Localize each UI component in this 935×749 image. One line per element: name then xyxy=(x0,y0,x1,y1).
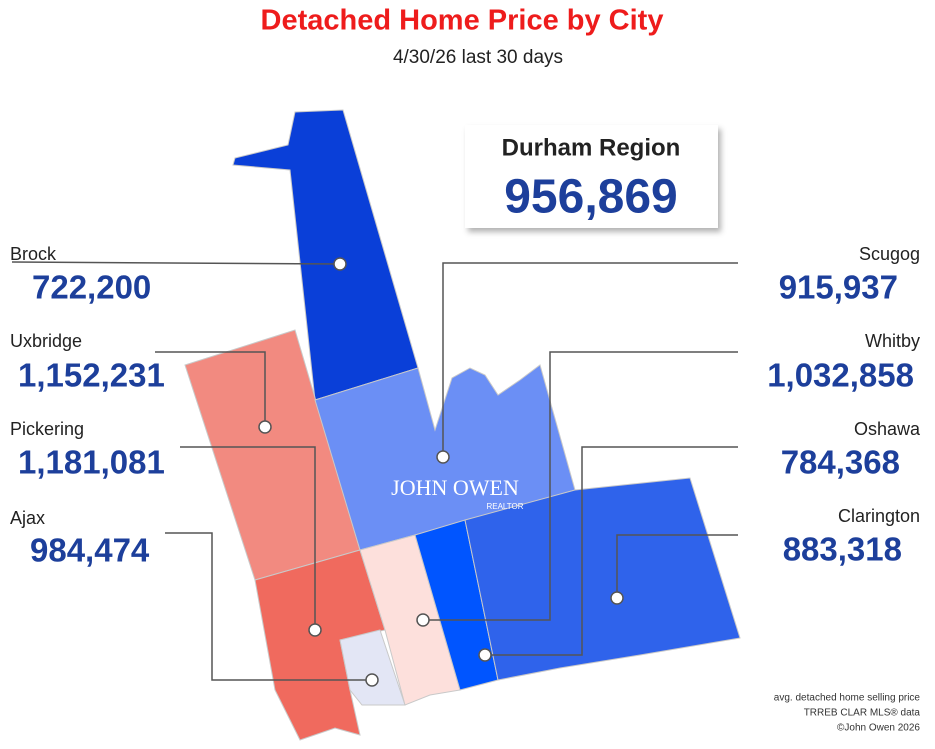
city-price: 1,152,231 xyxy=(18,357,165,394)
city-price: 784,368 xyxy=(781,444,900,481)
ajax-region xyxy=(339,629,406,706)
logo-tag: REALTOR xyxy=(486,502,523,511)
footnote-line: ©John Owen 2026 xyxy=(837,723,920,734)
clarington-region xyxy=(464,477,741,681)
city-name: Clarington xyxy=(838,506,920,526)
title: Detached Home Price by City xyxy=(261,5,664,37)
city-dot xyxy=(333,257,347,271)
footnote-line: avg. detached home selling price xyxy=(774,693,921,704)
leader-line xyxy=(155,351,266,427)
summary-panel xyxy=(465,125,718,228)
footnote: avg. detached home selling price TRREB C… xyxy=(774,693,921,734)
city-dot xyxy=(610,591,624,605)
leader-line xyxy=(180,446,316,630)
city-name: Whitby xyxy=(865,331,920,351)
leader-line xyxy=(423,351,738,621)
brock-region xyxy=(232,109,419,401)
leader-line xyxy=(165,532,372,681)
leaders xyxy=(11,257,738,687)
leader-line xyxy=(616,534,738,598)
leader-line xyxy=(485,446,738,656)
city-name: Uxbridge xyxy=(10,331,82,351)
city-dot xyxy=(478,648,492,662)
city-price: 984,474 xyxy=(30,532,150,569)
city-dot xyxy=(436,450,450,464)
city-price: 1,181,081 xyxy=(18,444,165,481)
city-name: Ajax xyxy=(10,508,45,528)
city-dot xyxy=(365,673,379,687)
footnote-line: TRREB CLAR MLS® data xyxy=(804,708,921,719)
city-name: Pickering xyxy=(10,419,84,439)
city-price: 722,200 xyxy=(32,269,151,306)
left-labels: Brock 722,200 Uxbridge 1,152,231 Pickeri… xyxy=(10,244,165,569)
summary-price: 956,869 xyxy=(504,171,678,224)
city-dot xyxy=(258,420,272,434)
city-dot xyxy=(308,623,322,637)
city-name: Brock xyxy=(10,244,57,264)
leader-line xyxy=(11,261,341,265)
summary-label: Durham Region xyxy=(502,134,681,161)
logo-name: JOHN OWEN xyxy=(391,475,519,500)
city-price: 915,937 xyxy=(779,269,898,306)
city-name: Oshawa xyxy=(854,419,921,439)
summary-box: Durham Region 956,869 xyxy=(465,125,718,228)
city-dot xyxy=(416,613,430,627)
city-price: 883,318 xyxy=(783,531,902,568)
leader-line xyxy=(442,262,738,457)
right-labels: Scugog 915,937 Whitby 1,032,858 Oshawa 7… xyxy=(767,244,921,568)
city-price: 1,032,858 xyxy=(767,357,914,394)
city-name: Scugog xyxy=(859,244,920,264)
subtitle: 4/30/26 last 30 days xyxy=(393,47,563,68)
